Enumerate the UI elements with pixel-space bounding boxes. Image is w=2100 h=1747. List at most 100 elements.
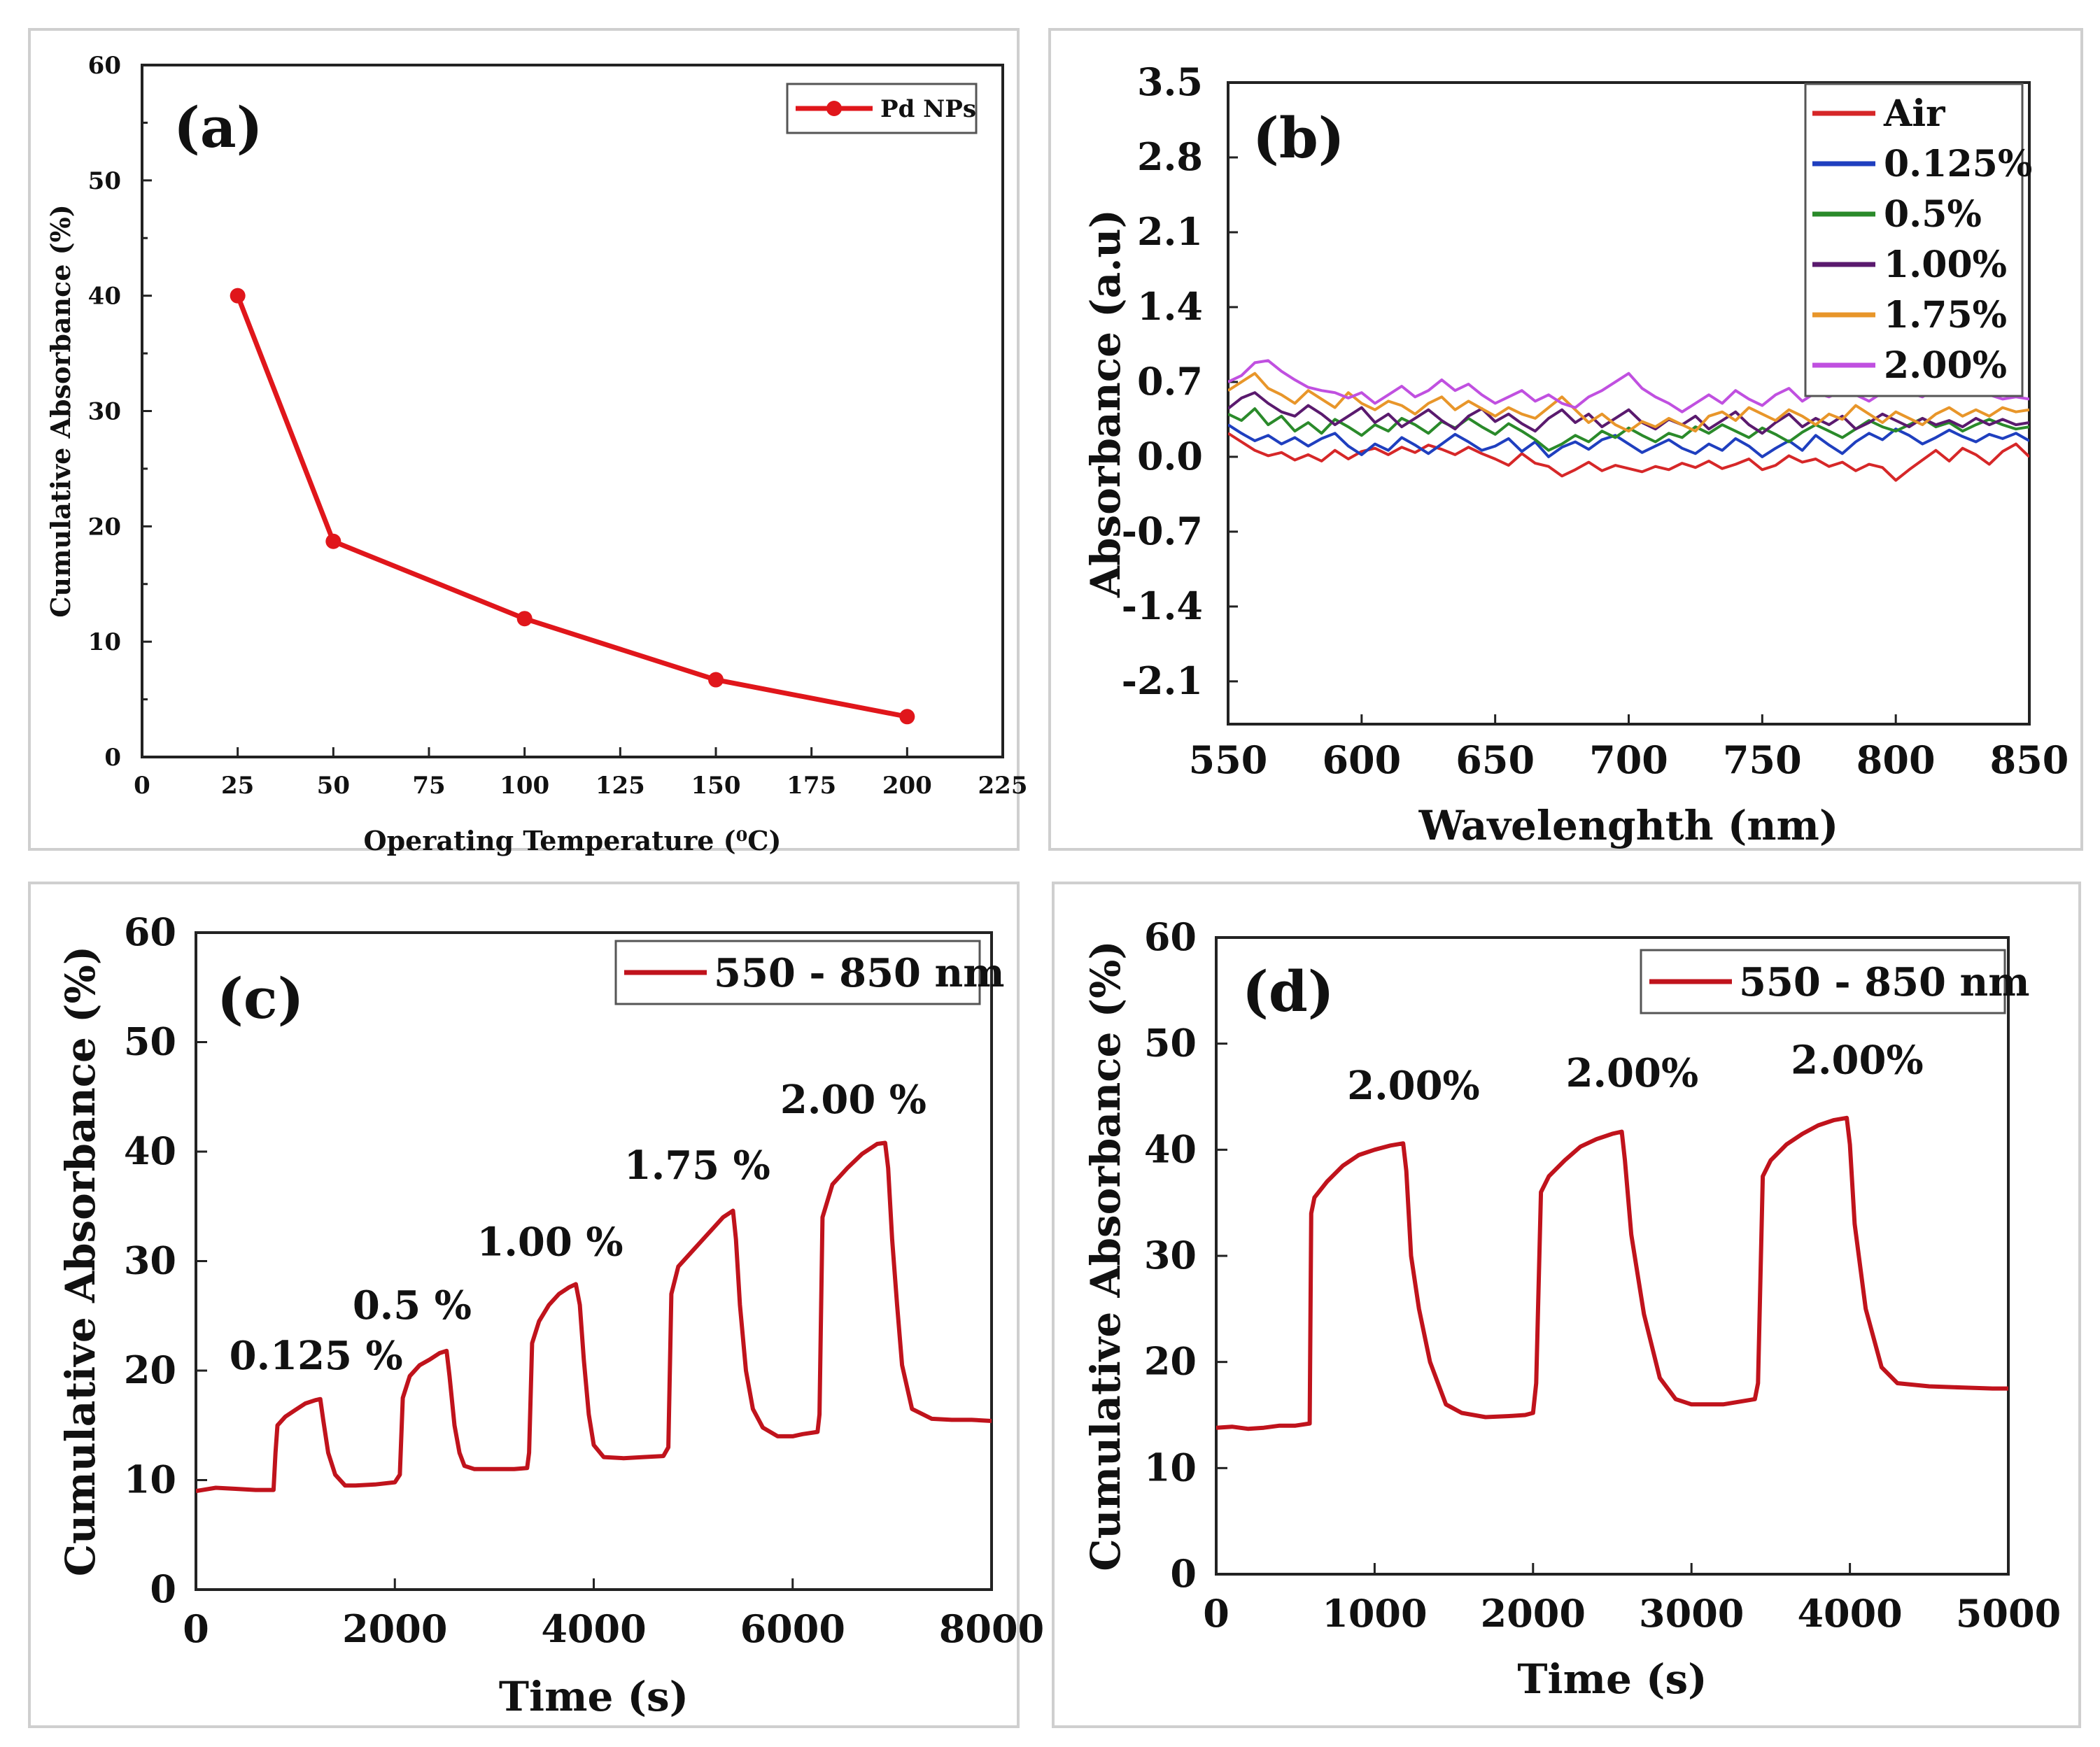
annotation: 0.5 %	[353, 1282, 472, 1329]
panel-border	[1048, 28, 2083, 851]
legend-label: 0.125%	[1884, 143, 2032, 185]
y-axis-title: Cumulative Absorbance (%)	[45, 204, 76, 617]
x-tick-label: 100	[500, 772, 549, 800]
data-point	[230, 288, 246, 304]
x-tick-label: 200	[882, 772, 932, 800]
y-tick-label: 0	[150, 1566, 176, 1611]
series-line-1-75-	[1228, 372, 2029, 433]
panel-border	[28, 28, 1020, 851]
x-tick-label: 650	[1456, 737, 1535, 782]
data-point	[899, 709, 915, 725]
panel-label: (a)	[174, 94, 263, 160]
x-tick-label: 175	[787, 772, 836, 800]
x-tick-label: 50	[317, 772, 350, 800]
x-axis-title: Time (s)	[499, 1673, 689, 1720]
x-tick-label: 850	[1990, 737, 2069, 782]
x-tick-label: 2000	[342, 1606, 447, 1651]
y-tick-label: 20	[124, 1348, 176, 1392]
legend-label: 1.75%	[1884, 294, 2007, 337]
panel-border	[1052, 882, 2081, 1728]
legend-label: 550 - 850 nm	[714, 950, 1005, 996]
x-tick-label: 700	[1589, 737, 1668, 782]
x-tick-label: 3000	[1639, 1591, 1744, 1636]
panel-a: 0 10 20 30 40 50 60 0 25 50 75 100 125 150 175 200 225 Op…	[28, 28, 1028, 856]
x-tick-label: 125	[596, 772, 645, 800]
panel-border	[28, 882, 1020, 1728]
panel-c: 0 10 20 30 40 50 60 0 2000 4000 6000 8000 Time (s) Cu…	[28, 882, 1044, 1728]
panel-label: (b)	[1253, 105, 1345, 171]
y-axis-title: Cumulative Absorbance (%)	[1082, 940, 1129, 1571]
y-tick-label: -0.7	[1122, 509, 1203, 553]
plot-frame	[141, 64, 1004, 758]
y-tick-label: 30	[124, 1238, 176, 1283]
annotation: 0.125 %	[230, 1333, 403, 1379]
y-tick-label: 0	[1170, 1551, 1197, 1596]
x-tick-label: 750	[1723, 737, 1802, 782]
y-tick-label: -1.4	[1122, 583, 1203, 628]
y-tick-label: 0.0	[1137, 434, 1203, 479]
x-tick-label: 0	[183, 1606, 209, 1651]
y-tick-label: 10	[88, 628, 121, 656]
series-line-1-00-	[1228, 391, 2029, 435]
x-tick-label: 75	[412, 772, 445, 800]
y-tick-label: 30	[1144, 1233, 1197, 1278]
x-tick-label: 4000	[541, 1606, 646, 1651]
series-line-air	[1228, 432, 2029, 482]
x-axis-title: Time (s)	[1517, 1655, 1707, 1703]
panel-label: (c)	[217, 966, 304, 1031]
series-line-0-5-	[1228, 407, 2029, 452]
y-tick-label: 0.7	[1137, 359, 1203, 404]
panel-label: (d)	[1242, 959, 1334, 1024]
x-axis-title: Operating Temperature (⁰C)	[363, 825, 781, 856]
plot-area	[196, 1140, 992, 1494]
x-tick-label: 6000	[740, 1606, 845, 1651]
x-tick-label: 8000	[939, 1606, 1044, 1651]
legend-label: 550 - 850 nm	[1739, 959, 2030, 1005]
y-tick-label: 50	[124, 1019, 176, 1064]
x-tick-label: 4000	[1797, 1591, 1902, 1636]
data-point	[516, 611, 533, 627]
x-tick-label: 0	[1203, 1591, 1229, 1636]
y-tick-label: 0	[104, 744, 121, 772]
y-tick-label: 10	[124, 1457, 176, 1502]
y-tick-label: 50	[1144, 1021, 1197, 1066]
panel-b: -2.1 -1.4 -0.7 0.0 0.7 1.4 2.1 2.8 3.5 550 600 650 7…	[1048, 28, 2083, 851]
annotation: 2.00%	[1347, 1063, 1480, 1109]
y-tick-label: 60	[1144, 914, 1197, 959]
data-point	[708, 672, 724, 688]
y-tick-label: 40	[124, 1129, 176, 1173]
y-tick-label: 2.8	[1137, 134, 1203, 179]
plot-area	[1216, 1115, 2008, 1431]
legend-label: 1.00%	[1884, 243, 2007, 286]
plot-frame	[1215, 936, 2010, 1576]
y-tick-label: 40	[88, 283, 121, 311]
x-tick-label: 800	[1856, 737, 1936, 782]
annotation: 2.00%	[1566, 1050, 1699, 1096]
legend-label: 0.5%	[1884, 193, 1982, 236]
data-point	[325, 533, 341, 549]
plot-area	[235, 295, 908, 719]
x-tick-label: 225	[978, 772, 1028, 800]
annotation: 1.00 %	[477, 1219, 623, 1265]
y-tick-label: 2.1	[1137, 209, 1203, 254]
x-tick-label: 2000	[1481, 1591, 1586, 1636]
y-tick-label: 30	[88, 398, 121, 426]
x-tick-label: 0	[134, 772, 150, 800]
y-tick-label: 3.5	[1137, 59, 1203, 104]
series-line-pd-nps	[235, 295, 908, 719]
legend-box	[1804, 83, 2024, 397]
x-tick-label: 550	[1189, 737, 1268, 782]
y-tick-label: 10	[1144, 1445, 1197, 1490]
x-axis-title: Wavelenghth (nm)	[1418, 802, 1839, 849]
legend-label: Air	[1883, 92, 1945, 135]
annotation: 2.00%	[1791, 1038, 1924, 1084]
legend-label: Pd NPs	[880, 95, 976, 123]
series-line-0-125-	[1228, 423, 2029, 458]
y-axis-title: Cumulative Absorbance (%)	[57, 946, 104, 1576]
y-tick-label: 20	[1144, 1339, 1197, 1384]
legend-marker	[826, 101, 842, 116]
panel-d: 0 10 20 30 40 50 60 0 1000 2000 3000 4000 5000 Time (…	[1052, 882, 2081, 1728]
y-tick-label: 50	[88, 167, 121, 195]
y-tick-label: 1.4	[1137, 284, 1203, 329]
